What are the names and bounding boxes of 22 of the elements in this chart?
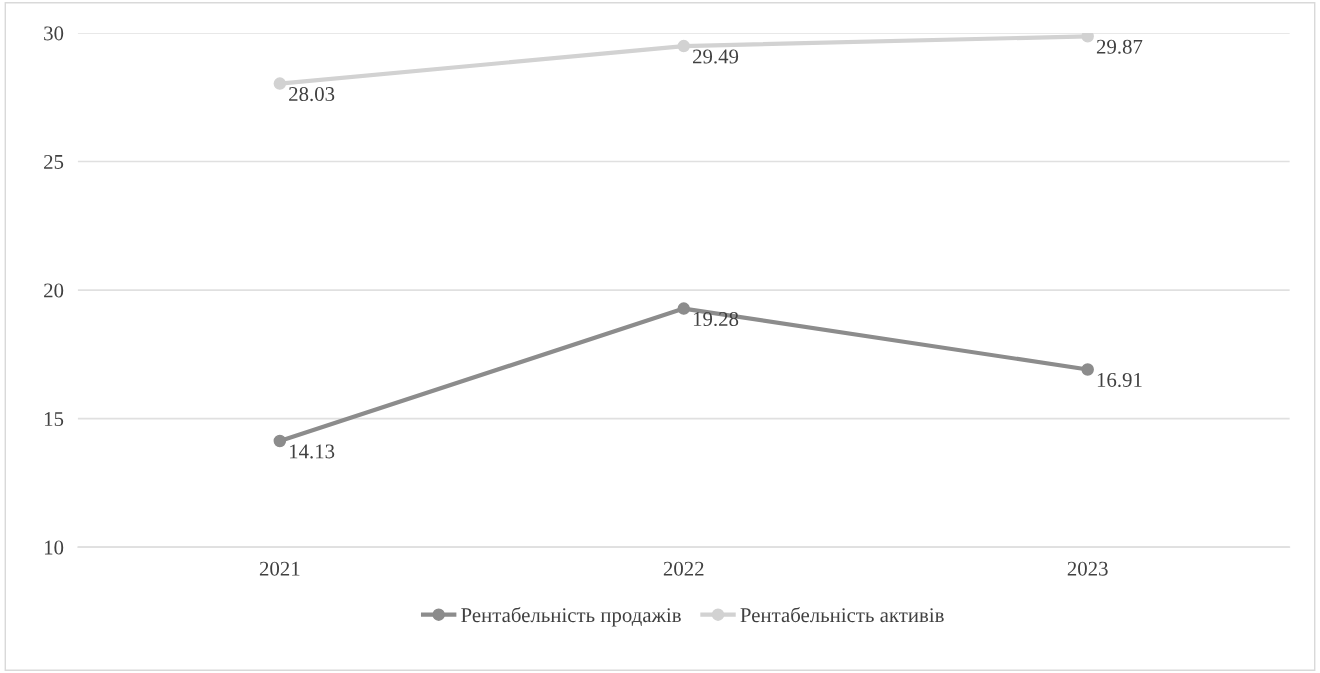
y-tick-label: 15 — [44, 412, 64, 427]
legend-label: Рентабельність продажів — [461, 607, 681, 627]
data-label: 14.13 — [290, 444, 335, 459]
point — [1081, 363, 1094, 376]
data-label: 19.28 — [693, 311, 739, 327]
y-tick-label: 30 — [44, 26, 64, 41]
x-tick-label: 2021 — [259, 561, 300, 576]
point — [273, 77, 287, 90]
y-tick-label: 25 — [44, 154, 64, 169]
data-label: 29.87 — [1096, 39, 1143, 54]
y-tick-label: 20 — [44, 283, 64, 298]
data-label: 29.49 — [693, 49, 739, 64]
point — [677, 302, 691, 315]
x-tick-label: 2022 — [663, 561, 704, 576]
point — [1081, 32, 1094, 43]
point — [677, 39, 691, 53]
x-tick-label: 2023 — [1067, 561, 1108, 576]
data-label: 28.03 — [289, 87, 335, 102]
legend-label: Рентабельність активів — [740, 607, 944, 623]
point — [273, 434, 287, 448]
y-tick-label: 10 — [44, 540, 64, 555]
data-label: 16.91 — [1097, 372, 1142, 388]
